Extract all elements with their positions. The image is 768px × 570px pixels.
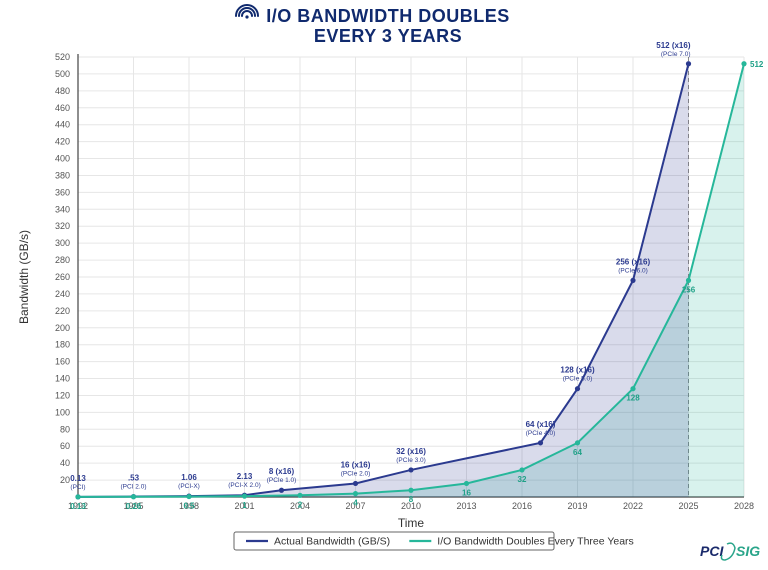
point-label-actual: 256 (x16) — [616, 257, 651, 266]
legend: Actual Bandwidth (GB/S) I/O Bandwidth Dou… — [234, 532, 634, 550]
point-sublabel-actual: (PCI-X) — [178, 483, 200, 490]
point-sublabel-actual: (PCIe 2.0) — [341, 470, 371, 477]
marker-actual — [686, 61, 691, 66]
marker-actual — [575, 386, 580, 391]
marker-actual — [538, 440, 543, 445]
y-tick-label: 180 — [55, 340, 70, 350]
y-tick-label: 80 — [60, 424, 70, 434]
marker-doubling — [575, 440, 580, 445]
y-tick-label: 460 — [55, 103, 70, 113]
y-tick-label: 140 — [55, 374, 70, 384]
y-tick-label: 420 — [55, 137, 70, 147]
y-tick-label: 40 — [60, 458, 70, 468]
marker-doubling — [297, 493, 302, 498]
y-tick-label: 260 — [55, 272, 70, 282]
x-tick-label: 2013 — [456, 501, 476, 511]
x-tick-label: 2016 — [512, 501, 532, 511]
point-label-doubling: 1 — [242, 501, 247, 510]
point-sublabel-actual: (PCI) — [70, 484, 85, 491]
marker-doubling — [630, 386, 635, 391]
chart-title-line2: EVERY 3 YEARS — [314, 26, 462, 46]
point-sublabel-actual: (PCIe 6.0) — [618, 267, 648, 274]
point-sublabel-actual: (PCIe 1.0) — [267, 477, 297, 484]
pci-sig-logo: PCISIG — [700, 543, 760, 560]
point-label-doubling: 512 — [750, 60, 764, 69]
point-sublabel-actual: (PCI-X 2.0) — [228, 482, 261, 489]
y-tick-label: 20 — [60, 475, 70, 485]
point-label-doubling: 2 — [298, 500, 303, 509]
point-label-actual: .53 — [128, 474, 140, 483]
marker-doubling — [519, 467, 524, 472]
marker-doubling — [464, 481, 469, 486]
wifi-icon — [236, 5, 258, 19]
point-sublabel-actual: (PCIe 4.0) — [526, 430, 556, 437]
point-label-doubling: 128 — [626, 394, 640, 403]
point-label-actual: 2.13 — [237, 472, 253, 481]
y-tick-label: 380 — [55, 170, 70, 180]
marker-doubling — [186, 494, 191, 499]
point-label-doubling: 64 — [573, 448, 582, 457]
point-label-actual: 512 (x16) — [656, 41, 691, 50]
marker-doubling — [741, 61, 746, 66]
y-tick-label: 300 — [55, 238, 70, 248]
y-tick-label: 240 — [55, 289, 70, 299]
y-tick-label: 120 — [55, 390, 70, 400]
x-tick-label: 2019 — [567, 501, 587, 511]
y-tick-label: 60 — [60, 441, 70, 451]
marker-doubling — [408, 488, 413, 493]
y-tick-label: 160 — [55, 357, 70, 367]
point-label-actual: 128 (x16) — [560, 366, 595, 375]
y-tick-label: 400 — [55, 154, 70, 164]
point-label-actual: 8 (x16) — [269, 467, 295, 476]
point-label-doubling: 0.26 — [126, 502, 142, 511]
x-tick-label: 2025 — [678, 501, 698, 511]
x-axis-label: Time — [398, 516, 425, 530]
y-tick-label: 500 — [55, 69, 70, 79]
point-sublabel-actual: (PCIe 5.0) — [563, 376, 593, 383]
point-label-actual: 1.06 — [181, 473, 197, 482]
chart-title-line1: I/O BANDWIDTH DOUBLES — [266, 6, 510, 26]
x-tick-label: 2028 — [734, 501, 754, 511]
marker-actual — [630, 278, 635, 283]
point-label-doubling: 4 — [353, 499, 358, 508]
y-tick-label: 320 — [55, 221, 70, 231]
point-label-doubling: 256 — [682, 285, 696, 294]
marker-actual — [408, 467, 413, 472]
point-label-doubling: 32 — [518, 475, 527, 484]
svg-text:SIG: SIG — [736, 543, 760, 559]
series-area-actual — [78, 64, 689, 497]
point-label-actual: 32 (x16) — [396, 447, 426, 456]
point-label-doubling: 8 — [409, 495, 414, 504]
marker-doubling — [686, 278, 691, 283]
y-tick-label: 480 — [55, 86, 70, 96]
point-label-doubling: 16 — [462, 488, 471, 497]
marker-doubling — [353, 491, 358, 496]
y-tick-label: 200 — [55, 323, 70, 333]
y-tick-label: 360 — [55, 187, 70, 197]
y-tick-label: 340 — [55, 204, 70, 214]
point-label-actual: 64 (x16) — [526, 420, 556, 429]
point-label-doubling: 0.13 — [70, 502, 86, 511]
y-tick-label: 220 — [55, 306, 70, 316]
point-sublabel-actual: (PCI 2.0) — [120, 484, 146, 491]
legend-label: I/O Bandwidth Doubles Every Three Years — [437, 536, 634, 548]
y-tick-label: 100 — [55, 407, 70, 417]
point-sublabel-actual: (PCIe 7.0) — [661, 51, 691, 58]
point-label-doubling: 0.5 — [183, 502, 195, 511]
point-label-actual: 16 (x16) — [341, 460, 371, 469]
x-tick-label: 2022 — [623, 501, 643, 511]
point-label-actual: 0.13 — [70, 474, 86, 483]
y-tick-label: 520 — [55, 52, 70, 62]
marker-doubling — [242, 494, 247, 499]
point-sublabel-actual: (PCIe 3.0) — [396, 457, 426, 464]
marker-actual — [279, 488, 284, 493]
marker-actual — [353, 481, 358, 486]
y-tick-label: 440 — [55, 120, 70, 130]
marker-doubling — [131, 494, 136, 499]
y-axis-label: Bandwidth (GB/s) — [17, 230, 31, 324]
y-tick-label: 280 — [55, 255, 70, 265]
marker-doubling — [75, 494, 80, 499]
legend-label: Actual Bandwidth (GB/S) — [274, 536, 390, 548]
